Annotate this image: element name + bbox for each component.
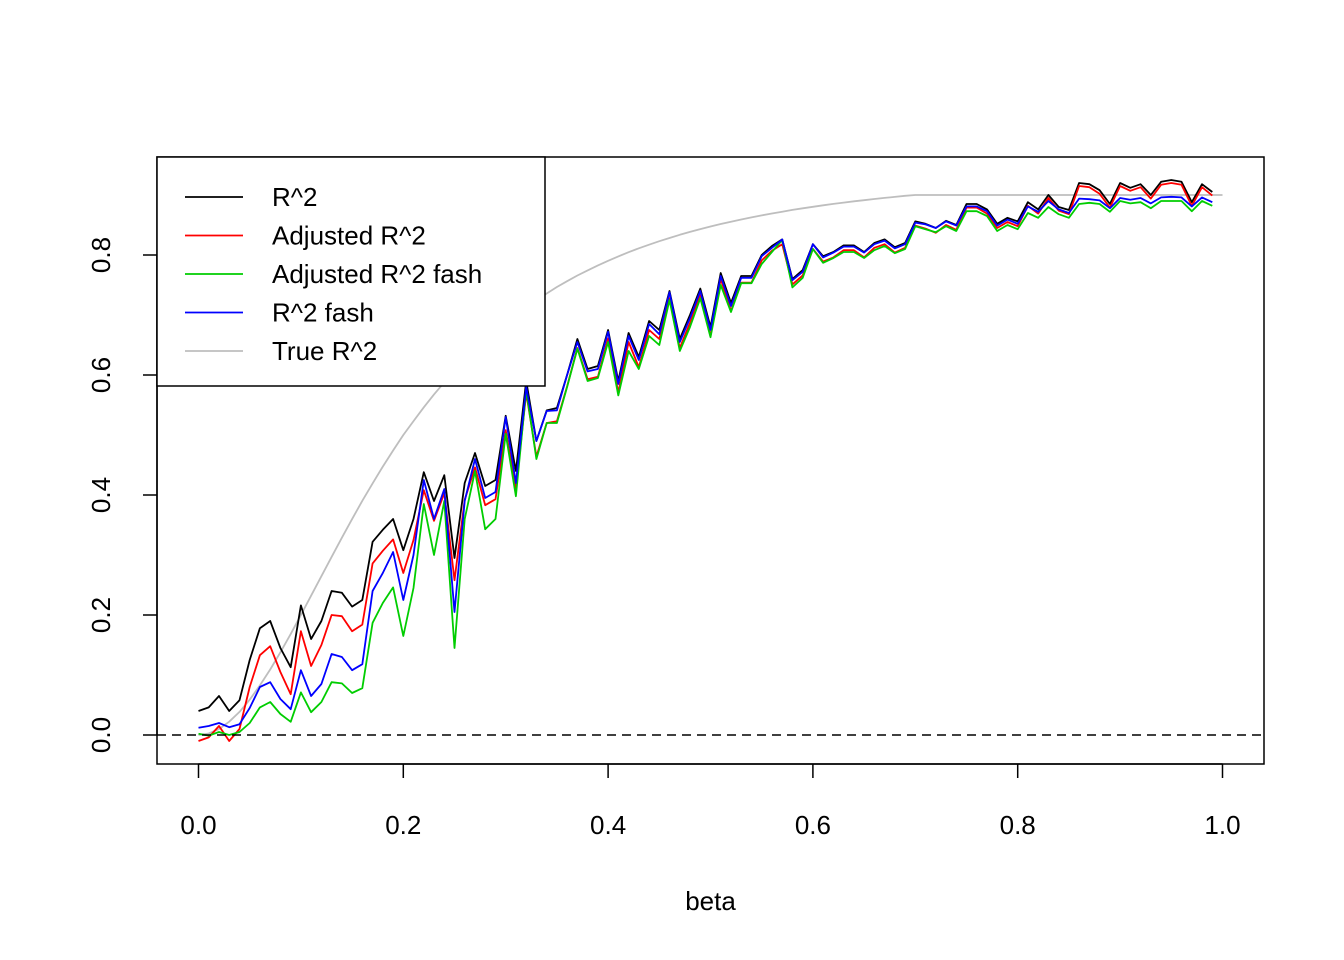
series-line-4 bbox=[198, 194, 1223, 736]
x-tick-label: 1.0 bbox=[1204, 810, 1240, 840]
x-tick-label: 0.0 bbox=[180, 810, 216, 840]
series-line-2 bbox=[198, 200, 1213, 737]
y-tick-label: 0.8 bbox=[86, 237, 116, 273]
x-tick-label: 0.4 bbox=[590, 810, 626, 840]
legend-box bbox=[156, 156, 546, 387]
legend-label: R^2 bbox=[272, 182, 317, 212]
x-tick-label: 0.8 bbox=[1000, 810, 1036, 840]
y-axis: 0.0 0.2 0.4 0.6 0.8 bbox=[86, 237, 158, 753]
legend-label: Adjusted R^2 fash bbox=[272, 259, 482, 289]
y-tick-label: 0.2 bbox=[86, 597, 116, 633]
x-axis: 0.0 0.2 0.4 0.6 0.8 1.0 bbox=[180, 763, 1241, 840]
legend: R^2 Adjusted R^2 Adjusted R^2 fash R^2 fash… bbox=[156, 156, 546, 387]
y-tick-label: 0.6 bbox=[86, 357, 116, 393]
x-tick-label: 0.6 bbox=[795, 810, 831, 840]
series-line-3 bbox=[198, 195, 1213, 729]
x-axis-title: beta bbox=[685, 886, 736, 916]
y-tick-label: 0.0 bbox=[86, 717, 116, 753]
legend-label: True R^2 bbox=[272, 336, 377, 366]
legend-label: Adjusted R^2 bbox=[272, 221, 426, 251]
series-layer bbox=[198, 179, 1223, 742]
legend-label: R^2 fash bbox=[272, 298, 374, 328]
y-tick-label: 0.4 bbox=[86, 477, 116, 513]
x-tick-label: 0.2 bbox=[385, 810, 421, 840]
